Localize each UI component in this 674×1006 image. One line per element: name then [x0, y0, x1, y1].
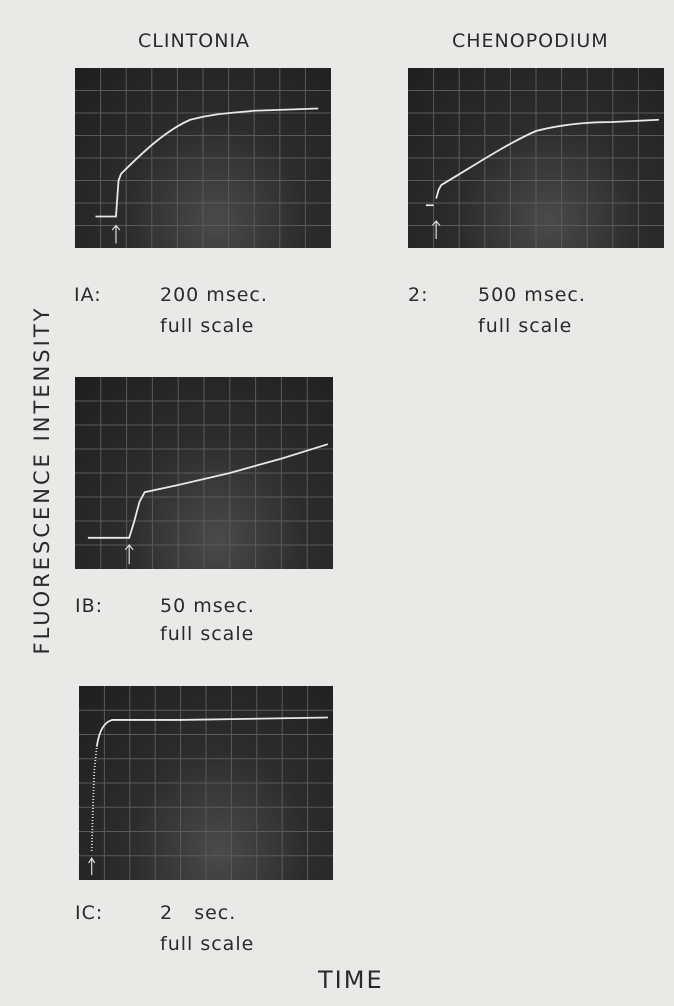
oscilloscope-panel — [79, 686, 333, 880]
trace — [408, 68, 664, 248]
panel-id: 2: — [408, 284, 429, 306]
panel-duration: 50 msec. — [160, 595, 255, 617]
column-title: CHENOPODIUM — [452, 30, 609, 52]
column-title: CLINTONIA — [138, 30, 251, 52]
trace — [79, 686, 333, 880]
x-axis-label: TIME — [318, 966, 384, 994]
trace — [75, 377, 333, 569]
oscilloscope-panel — [408, 68, 664, 248]
panel-scale: full scale — [478, 315, 573, 337]
panel-id: IB: — [75, 595, 104, 617]
trace — [75, 68, 331, 248]
panel-duration: 2 sec. — [160, 902, 237, 924]
oscilloscope-panel — [75, 68, 331, 248]
oscilloscope-panel — [75, 377, 333, 569]
panel-duration: 200 msec. — [160, 284, 268, 306]
panel-id: IA: — [74, 284, 102, 306]
panel-duration: 500 msec. — [478, 284, 586, 306]
y-axis-label: FLUORESCENCE INTENSITY — [30, 305, 54, 655]
panel-id: IC: — [75, 902, 104, 924]
panel-scale: full scale — [160, 623, 255, 645]
panel-scale: full scale — [160, 315, 255, 337]
panel-scale: full scale — [160, 933, 255, 955]
